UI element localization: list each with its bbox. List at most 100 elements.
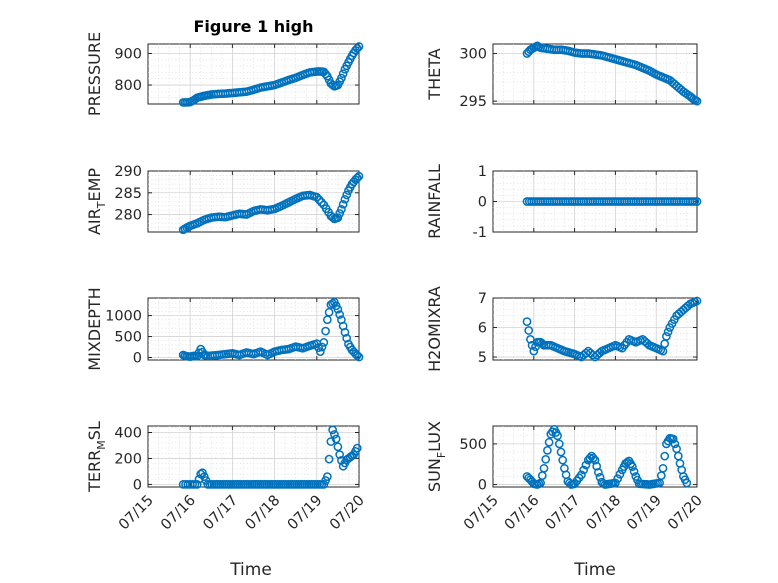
- data-point: [658, 463, 668, 473]
- data-point: [335, 450, 345, 459]
- data-point: [324, 454, 334, 464]
- y-axis-label: H2OMIXRA: [425, 286, 444, 372]
- x-axis-label-left: Time: [229, 560, 272, 580]
- y-tick-label: 400: [114, 425, 142, 441]
- data-point: [594, 468, 603, 477]
- y-axis-label: SUNFLUX: [425, 421, 448, 492]
- y-tick-label: 1: [478, 164, 487, 180]
- subplot-rainfall: -1 0 1 RAINFALL: [425, 164, 702, 241]
- subplot-air-temp: 280 285 290 AIRTEMP: [85, 164, 364, 235]
- data-point: [354, 352, 364, 362]
- y-tick-label: 6: [478, 321, 487, 337]
- data-points: [522, 424, 692, 489]
- data-point: [335, 209, 345, 218]
- data-point: [340, 328, 350, 337]
- data-point: [692, 96, 702, 106]
- y-tick-label: 300: [459, 47, 487, 63]
- y-axis-label-subscript: T: [95, 201, 108, 209]
- y-axis-label-part: AIR: [85, 208, 104, 235]
- data-point: [352, 351, 362, 360]
- data-point: [668, 434, 678, 444]
- data-point: [331, 434, 341, 444]
- y-tick-label: 285: [114, 186, 142, 202]
- y-axis-label: RAINFALL: [425, 164, 444, 239]
- x-axis-label-right: Time: [573, 560, 616, 580]
- y-axis-label-part: SL: [85, 421, 104, 440]
- subplot-pressure: 800 900 PRESSURE Figure 1 high: [85, 17, 364, 116]
- data-point: [342, 333, 352, 343]
- data-point: [352, 443, 362, 453]
- data-point: [628, 462, 637, 472]
- data-point: [558, 455, 568, 465]
- data-point: [544, 437, 554, 447]
- data-point: [556, 447, 566, 457]
- data-point: [553, 431, 562, 441]
- y-tick-label: 290: [114, 164, 142, 180]
- data-point: [315, 347, 325, 356]
- data-points: [522, 41, 702, 106]
- data-point: [670, 439, 680, 449]
- data-point: [588, 453, 598, 463]
- y-tick-label: 295: [459, 94, 487, 110]
- data-point: [312, 192, 322, 202]
- data-point: [529, 346, 539, 356]
- y-axis-label: TERRMSL: [85, 421, 108, 493]
- data-point: [615, 469, 625, 479]
- data-point: [526, 334, 535, 344]
- data-point: [579, 465, 589, 475]
- subplot-h2omixra: 5 6 7 H2OMIXRA: [425, 286, 702, 372]
- data-point: [328, 425, 337, 435]
- data-point: [554, 439, 564, 449]
- y-tick-label: 5: [478, 350, 487, 366]
- data-point: [663, 327, 673, 337]
- data-point: [352, 173, 362, 183]
- data-point: [524, 326, 534, 335]
- y-tick-label: 280: [114, 208, 142, 224]
- data-point: [192, 480, 202, 489]
- data-point: [337, 73, 346, 83]
- y-tick-label: 1000: [105, 309, 142, 325]
- y-axis-label-part: LUX: [425, 421, 444, 452]
- data-point: [660, 451, 670, 461]
- y-axis-label: AIRTEMP: [85, 168, 108, 235]
- data-point: [323, 472, 332, 481]
- y-tick-label: 500: [114, 330, 142, 346]
- data-point: [333, 213, 343, 222]
- data-point: [352, 44, 362, 53]
- y-tick-label: 200: [114, 451, 142, 467]
- data-point: [321, 326, 330, 336]
- y-axis-label-part: TERR: [85, 450, 104, 493]
- data-point: [522, 317, 532, 326]
- y-axis-label-part: SUN: [425, 458, 444, 492]
- data-points: [178, 171, 364, 235]
- y-axis-label: THETA: [425, 48, 444, 100]
- data-points: [178, 42, 364, 107]
- data-points: [522, 296, 702, 362]
- data-point: [629, 467, 639, 476]
- data-point: [314, 195, 324, 205]
- y-axis-label: MIXDEPTH: [85, 287, 104, 370]
- subplot-grid: 800 900 PRESSURE Figure 1 high 295 300 THETA 28…: [85, 17, 706, 533]
- data-point: [314, 343, 323, 352]
- y-tick-label: 800: [114, 78, 142, 94]
- y-tick-label: 7: [478, 291, 487, 307]
- data-point: [541, 454, 551, 464]
- data-point: [317, 198, 326, 207]
- data-point: [333, 442, 343, 452]
- data-points: [178, 425, 362, 489]
- data-point: [317, 342, 327, 352]
- y-axis-label-part: EMP: [85, 168, 104, 202]
- y-tick-label: 900: [114, 46, 142, 62]
- data-point: [692, 296, 702, 306]
- y-tick-label: 500: [459, 437, 487, 453]
- data-point: [333, 304, 343, 314]
- y-tick-label: 0: [478, 478, 487, 494]
- data-points: [522, 197, 702, 206]
- data-point: [335, 310, 345, 319]
- data-point: [543, 446, 552, 455]
- y-tick-label: 0: [478, 195, 487, 211]
- data-point: [328, 80, 337, 90]
- y-tick-label: 0: [133, 350, 142, 366]
- data-point: [338, 69, 348, 79]
- subplot-theta: 295 300 THETA: [425, 41, 702, 110]
